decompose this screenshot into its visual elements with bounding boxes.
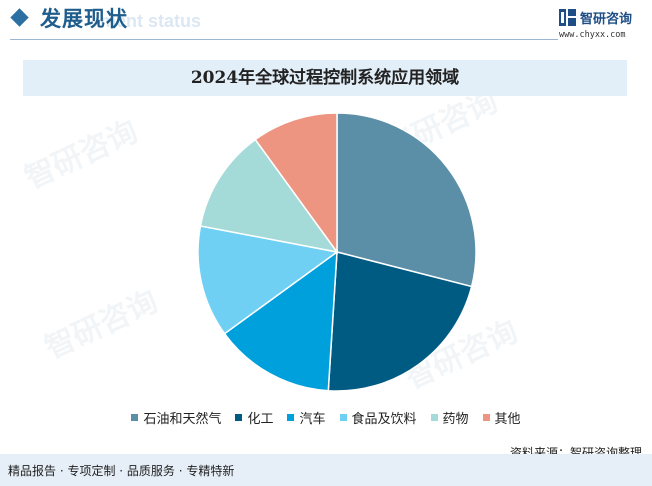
legend-swatch	[131, 413, 139, 421]
legend-item: 石油和天然气	[131, 408, 221, 427]
legend-item: 食品及饮料	[339, 408, 417, 427]
pie-slice-4	[197, 225, 339, 335]
pie-slice-1	[336, 112, 477, 288]
pie-slice-5	[199, 138, 339, 254]
footer-tagline: 精品报告 · 专项定制 · 品质服务 · 专精特新	[8, 464, 235, 478]
legend-item: 药物	[430, 408, 469, 427]
legend-swatch	[430, 413, 438, 421]
legend-swatch	[235, 413, 243, 421]
legend-item: 化工	[235, 408, 273, 427]
pie-slice-3	[223, 250, 338, 392]
header-divider	[10, 39, 558, 40]
legend-label: 其他	[494, 411, 521, 427]
chart-title-band: 2024年全球过程控制系统应用领域	[23, 60, 627, 96]
chart-title: 2024年全球过程控制系统应用领域	[190, 68, 460, 88]
pie-slice-6	[254, 112, 338, 255]
header-title: 发展现状	[40, 7, 128, 31]
legend-label: 食品及饮料	[351, 411, 417, 427]
brand-url: www.chyxx.com	[559, 30, 626, 40]
legend-label: 药物	[442, 411, 469, 427]
brand-logo-icon	[559, 9, 576, 26]
legend-swatch	[287, 413, 295, 421]
brand-logo: 智研咨询 www.chyxx.com	[559, 9, 649, 41]
pie-slice-2	[327, 251, 473, 392]
chart-legend: 石油和天然气 化工 汽车 食品及饮料 药物 其他	[0, 407, 652, 427]
legend-label: 石油和天然气	[143, 411, 222, 427]
legend-swatch	[482, 413, 490, 421]
legend-label: 化工	[247, 411, 274, 427]
legend-label: 汽车	[299, 411, 326, 427]
legend-item: 汽车	[287, 408, 326, 427]
legend-item: 其他	[482, 408, 521, 427]
legend-swatch	[339, 413, 347, 421]
header-subtitle: ment status	[100, 11, 202, 31]
page-footer: 精品报告 · 专项定制 · 品质服务 · 专精特新	[0, 454, 652, 486]
page-header: ment status 发展现状 智研咨询 www.chyxx.com	[0, 0, 652, 48]
brand-name: 智研咨询	[580, 12, 633, 27]
